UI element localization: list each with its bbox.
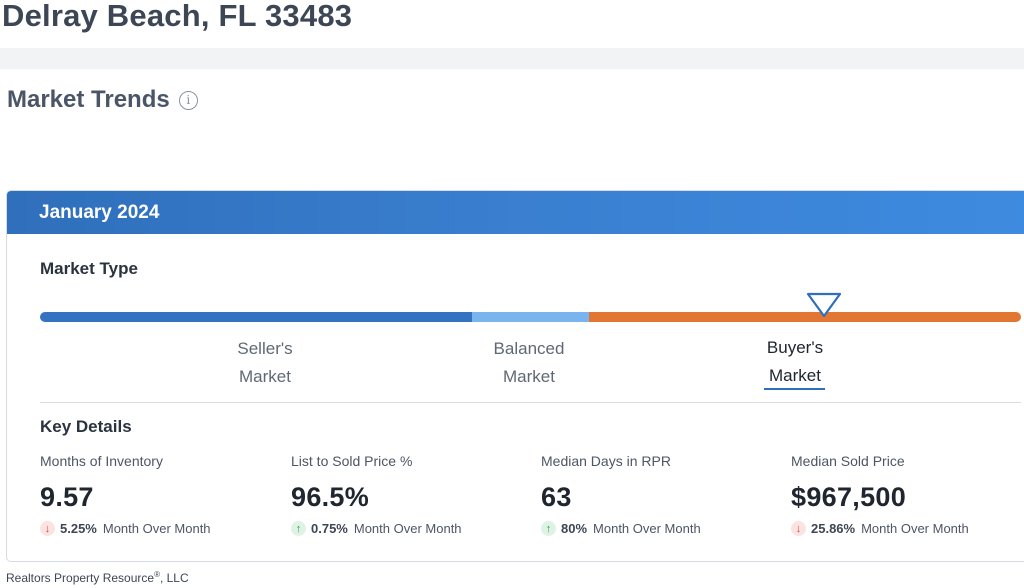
selected-underline [764,388,825,390]
divider [40,402,1021,403]
seller-market-label[interactable]: Seller's Market [215,335,315,391]
change-percent: 0.75% [311,521,348,536]
balanced-line1: Balanced [493,339,565,358]
section-title-text: Market Trends [7,86,170,113]
buyer-market-label[interactable]: Buyer's Market [745,334,845,390]
metric-value: 63 [541,482,572,512]
month-label: January 2024 [39,201,160,223]
change-percent: 25.86% [811,521,856,536]
seller-line1: Seller's [237,339,293,358]
metric-change: ↓ 25.86% Month Over Month [791,521,1024,536]
section-title: Market Trends i [7,86,198,114]
market-type-heading: Market Type [40,259,138,278]
balanced-market-segment [472,312,589,322]
metric-label: Months of Inventory [40,453,163,469]
metric-value: $967,500 [791,482,907,512]
change-percent: 80% [561,521,588,536]
metric-label: Median Sold Price [791,453,905,469]
arrow-down-icon: ↓ [40,521,55,536]
balanced-line2: Market [503,367,555,386]
buyer-market-segment [589,312,1021,322]
registered-mark: ® [154,570,160,579]
metric-change: ↑ 0.75% Month Over Month [291,521,531,536]
arrow-up-icon: ↑ [291,521,306,536]
change-percent: 5.25% [60,521,97,536]
footer-suffix: , LLC [159,571,189,585]
info-icon[interactable]: i [178,90,198,110]
seller-line2: Market [239,367,291,386]
metric-median-sold-price: Median Sold Price $967,500 ↓ 25.86% Mont… [791,453,1024,536]
market-type-scale [40,312,1021,322]
footer-company: Realtors Property Resource [6,571,155,585]
metric-change: ↓ 5.25% Month Over Month [40,521,280,536]
seller-market-segment [40,312,472,322]
change-period: Month Over Month [593,521,701,536]
metric-value: 9.57 [40,482,94,512]
footer-credit: Realtors Property Resource®, LLC [6,570,189,585]
metric-list-to-sold-price: List to Sold Price % 96.5% ↑ 0.75% Month… [291,453,531,536]
market-trends-card: January 2024 Market Type Seller's Market… [6,190,1024,562]
change-period: Month Over Month [102,521,211,536]
section-separator [0,48,1024,69]
change-period: Month Over Month [861,521,969,536]
card-header: January 2024 [7,191,1024,234]
triangle-down-icon [806,292,842,318]
metric-label: List to Sold Price % [291,453,413,469]
key-details-heading: Key Details [40,417,132,436]
arrow-down-icon: ↓ [791,521,806,536]
metric-value: 96.5% [291,482,370,512]
metric-months-of-inventory: Months of Inventory 9.57 ↓ 5.25% Month O… [40,453,280,536]
balanced-market-label[interactable]: Balanced Market [479,335,579,391]
metric-median-days-in-rpr: Median Days in RPR 63 ↑ 80% Month Over M… [541,453,781,536]
change-period: Month Over Month [353,521,462,536]
buyer-line2: Market [769,366,821,385]
buyer-line1: Buyer's [766,338,824,357]
metric-change: ↑ 80% Month Over Month [541,521,781,536]
location-title: Delray Beach, FL 33483 [2,0,353,33]
arrow-up-icon: ↑ [541,521,556,536]
metric-label: Median Days in RPR [541,453,671,469]
